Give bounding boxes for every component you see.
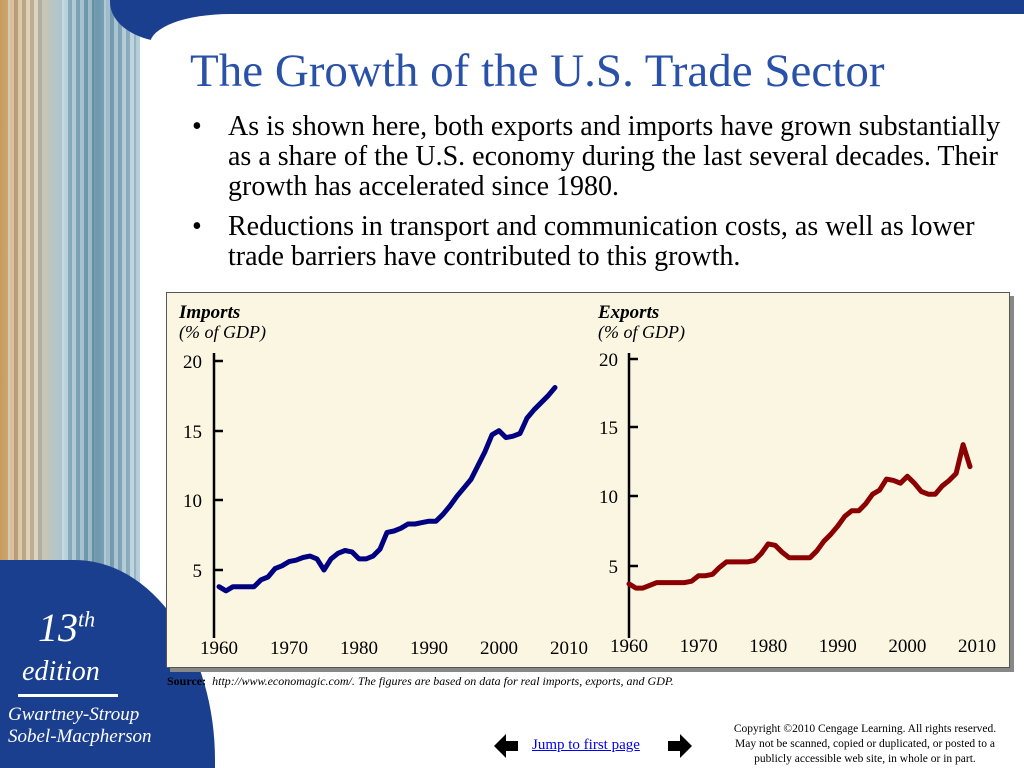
chart-ylabel: (% of GDP) bbox=[179, 322, 266, 343]
x-tick-label: 1990 bbox=[819, 636, 857, 657]
authors: Gwartney-Stroup Sobel-Macpherson bbox=[8, 704, 152, 748]
x-tick-label: 2000 bbox=[888, 636, 926, 657]
column-shape bbox=[104, 0, 136, 620]
arrow-left-icon[interactable] bbox=[494, 734, 518, 758]
y-tick-label: 10 bbox=[183, 491, 202, 512]
chart-title: Imports bbox=[178, 302, 240, 323]
exports-series-line bbox=[626, 442, 973, 591]
x-tick-label: 1970 bbox=[680, 636, 718, 657]
bullet-glyph: • bbox=[192, 211, 202, 242]
source-text: http://www.economagic.com/. The figures … bbox=[212, 674, 674, 688]
bullet-glyph: • bbox=[192, 111, 202, 142]
jump-to-first-page-link[interactable]: Jump to first page bbox=[532, 737, 640, 753]
y-tick-label: 15 bbox=[599, 418, 618, 439]
y-tick-label: 5 bbox=[193, 561, 203, 582]
chart-title: Exports bbox=[597, 302, 659, 323]
source-label: Source: bbox=[167, 674, 207, 688]
column-shape bbox=[62, 0, 94, 620]
edition-number: 13th bbox=[38, 604, 95, 651]
y-tick-label: 20 bbox=[599, 350, 618, 371]
column-shape bbox=[8, 0, 42, 620]
x-tick-label: 1960 bbox=[200, 638, 238, 659]
x-tick-label: 2010 bbox=[550, 638, 588, 659]
edition-number-text: 13 bbox=[38, 605, 78, 650]
bullet-text: Reductions in transport and communicatio… bbox=[228, 211, 975, 272]
y-tick-label: 20 bbox=[183, 352, 202, 373]
bullet-text: As is shown here, both exports and impor… bbox=[228, 111, 1001, 202]
bullet-list: • As is shown here, both exports and impo… bbox=[186, 112, 1016, 282]
slide-title: The Growth of the U.S. Trade Sector bbox=[190, 45, 885, 97]
x-tick-label: 1960 bbox=[610, 636, 648, 657]
x-tick-label: 2000 bbox=[480, 638, 518, 659]
bullet-item: • As is shown here, both exports and impo… bbox=[186, 112, 1016, 202]
edition-divider bbox=[18, 694, 118, 697]
copyright-line-1: Copyright ©2010 Cengage Learning. All ri… bbox=[733, 723, 997, 735]
bullet-item: • Reductions in transport and communicati… bbox=[186, 212, 1016, 272]
header-band-mask bbox=[150, 14, 1024, 54]
copyright-notice: Copyright ©2010 Cengage Learning. All ri… bbox=[712, 722, 1018, 767]
chart-ylabel: (% of GDP) bbox=[598, 322, 685, 343]
x-tick-label: 1990 bbox=[410, 638, 448, 659]
x-tick-label: 1980 bbox=[340, 638, 378, 659]
y-tick-label: 10 bbox=[599, 487, 618, 508]
imports-series-line bbox=[216, 385, 558, 594]
x-tick-label: 2010 bbox=[958, 636, 996, 657]
authors-line-1: Gwartney-Stroup bbox=[8, 704, 140, 725]
x-tick-label: 1970 bbox=[270, 638, 308, 659]
y-tick-label: 15 bbox=[183, 422, 202, 443]
source-note: Source: http://www.economagic.com/. The … bbox=[167, 674, 674, 689]
y-tick-label: 5 bbox=[609, 557, 619, 578]
edition-word: edition bbox=[22, 656, 100, 687]
arrow-right-icon[interactable] bbox=[668, 734, 692, 758]
chart-panel: Imports (% of GDP) 5 10 15 20 1960 1970 1980 1990… bbox=[166, 292, 1010, 668]
copyright-line-3: publicly accessible web site, in whole o… bbox=[754, 753, 976, 765]
copyright-line-2: May not be scanned, copied or duplicated… bbox=[735, 738, 995, 750]
x-tick-label: 1980 bbox=[749, 636, 787, 657]
authors-line-2: Sobel-Macpherson bbox=[8, 726, 152, 747]
edition-suffix: th bbox=[78, 606, 96, 632]
